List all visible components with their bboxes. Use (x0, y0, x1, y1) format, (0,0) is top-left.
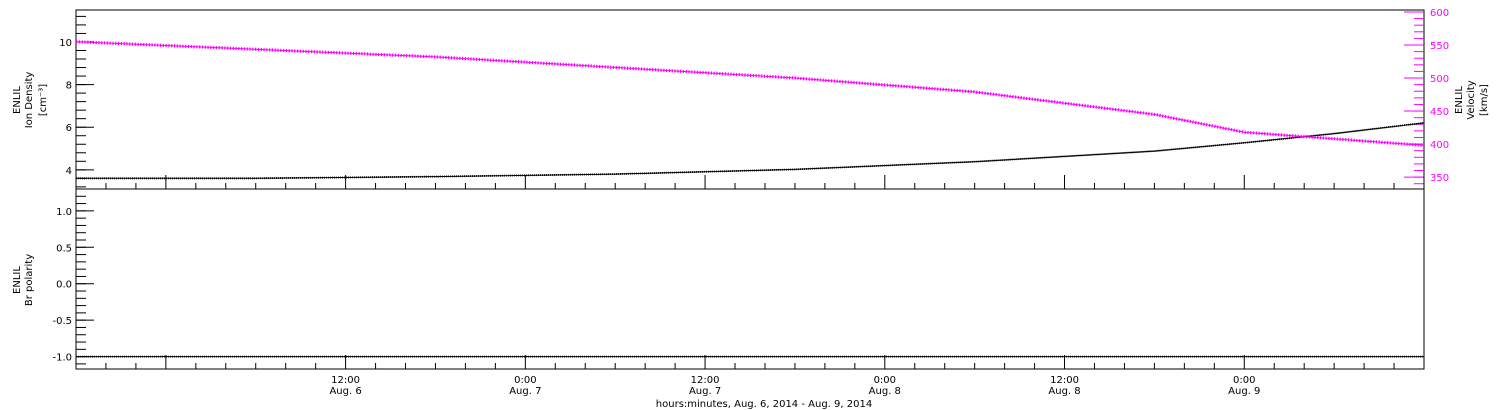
x-tick-label-date: Aug. 8 (869, 386, 901, 397)
bottom-left-axis-tick-label: 0.0 (56, 280, 72, 291)
x-tick-label-time: 12:00 (1050, 375, 1079, 386)
top-left-axis-tick-label: 6 (66, 123, 72, 134)
top-right-axis-tick-label: 550 (1430, 41, 1449, 52)
bottom-left-axis-tick-label: 0.5 (56, 243, 72, 254)
top-right-axis-tick-label: 600 (1430, 8, 1449, 19)
top-left-axis: 4 6 8 10 (59, 15, 94, 188)
top-right-axis-tick-label: 450 (1430, 107, 1449, 118)
bottom-left-axis-tick-label: -1.0 (52, 353, 72, 364)
top-right-axis-tick-label: 350 (1430, 173, 1449, 184)
top-left-axis-tick-label: 10 (59, 38, 72, 49)
top-right-label-line2: Velocity (1466, 80, 1477, 119)
bottom-left-label-line1: ENLIL (12, 266, 23, 294)
x-tick-label-time: 0:00 (874, 375, 896, 386)
top-series-1-core (75, 41, 1425, 146)
x-tick-label-date: Aug. 7 (689, 386, 721, 397)
x-tick-label-time: 12:00 (331, 375, 360, 386)
top-right-axis: 350 400 450 500 550 600 (1404, 8, 1449, 185)
x-axis-title: hours:minutes, Aug. 6, 2014 - Aug. 9, 20… (656, 399, 872, 410)
top-left-axis-tick-label: 8 (66, 81, 72, 92)
x-tick-label-time: 12:00 (691, 375, 720, 386)
x-tick-label-date: Aug. 9 (1228, 386, 1260, 397)
top-left-axis-tick-label: 4 (66, 166, 72, 177)
bottom-left-axis-tick-label: 1.0 (56, 207, 72, 218)
top-right-axis-tick-label: 400 (1430, 140, 1449, 151)
x-tick-label-time: 0:00 (1233, 375, 1255, 386)
x-tick-label-date: Aug. 8 (1048, 386, 1080, 397)
top-right-label-line3: [km/s] (1479, 84, 1490, 116)
top-left-label-line2: Ion Density (24, 72, 35, 129)
top-left-label-line3: [cm⁻³] (38, 84, 49, 116)
top-right-label-line1: ENLIL (1454, 86, 1465, 114)
bottom-panel: -1.0 -0.5 0.0 0.5 1.0 ENLIL Br polarity (12, 188, 1425, 370)
top-right-axis-tick-label: 500 (1430, 74, 1449, 85)
bottom-left-label-line2: Br polarity (24, 254, 35, 306)
x-tick-label-time: 0:00 (514, 375, 536, 386)
x-tick-label-date: Aug. 7 (509, 386, 541, 397)
bottom-left-axis-tick-label: -0.5 (52, 316, 72, 327)
bottom-panel-frame (75, 188, 1425, 370)
top-left-label-line1: ENLIL (12, 86, 23, 114)
x-tick-label-date: Aug. 6 (329, 386, 361, 397)
